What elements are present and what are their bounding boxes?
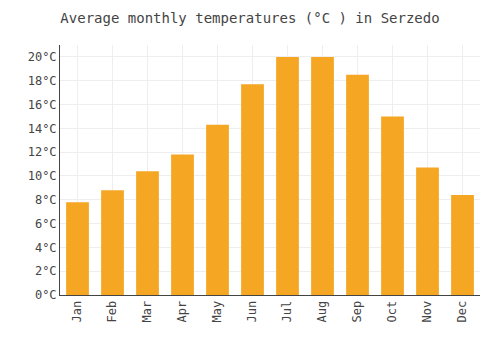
- svg-text:Dec: Dec: [455, 301, 469, 323]
- svg-text:Apr: Apr: [175, 301, 189, 323]
- svg-text:Nov: Nov: [420, 301, 434, 323]
- svg-text:Oct: Oct: [385, 301, 399, 323]
- svg-text:May: May: [210, 301, 224, 323]
- svg-text:8°C: 8°C: [35, 193, 57, 207]
- svg-text:Average monthly temperatures (: Average monthly temperatures (°C ) in Se…: [60, 10, 439, 26]
- svg-text:Sep: Sep: [350, 301, 364, 323]
- svg-text:2°C: 2°C: [35, 264, 57, 278]
- svg-text:16°C: 16°C: [28, 98, 57, 112]
- svg-text:Feb: Feb: [105, 301, 119, 323]
- svg-text:4°C: 4°C: [35, 241, 57, 255]
- svg-text:Jan: Jan: [70, 301, 84, 323]
- svg-text:10°C: 10°C: [28, 169, 57, 183]
- svg-text:20°C: 20°C: [28, 50, 57, 64]
- svg-text:6°C: 6°C: [35, 217, 57, 231]
- svg-text:Aug: Aug: [315, 301, 329, 323]
- svg-text:Mar: Mar: [140, 301, 154, 323]
- svg-text:18°C: 18°C: [28, 74, 57, 88]
- svg-text:Jul: Jul: [280, 301, 294, 323]
- svg-text:0°C: 0°C: [35, 288, 57, 302]
- svg-text:14°C: 14°C: [28, 122, 57, 136]
- svg-text:12°C: 12°C: [28, 145, 57, 159]
- svg-text:Jun: Jun: [245, 301, 259, 323]
